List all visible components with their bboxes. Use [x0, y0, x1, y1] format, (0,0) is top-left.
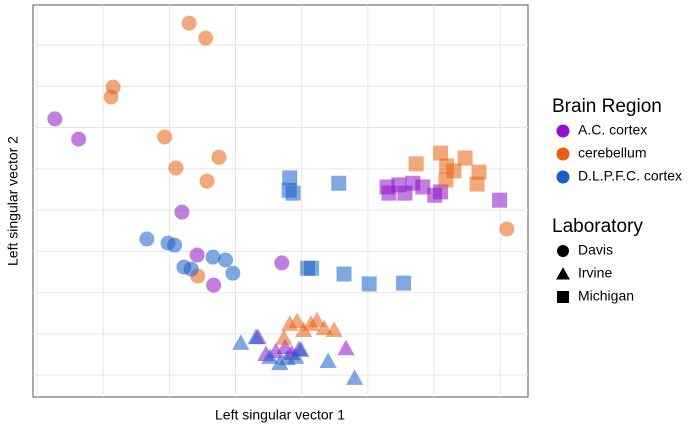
plot-panel [32, 4, 529, 398]
legend-swatch [557, 245, 569, 257]
point [275, 329, 293, 345]
point [168, 160, 184, 176]
point [261, 348, 279, 364]
legend-label: Davis [578, 242, 613, 258]
legend-swatch [556, 267, 570, 280]
grid [33, 5, 528, 397]
point [189, 247, 205, 263]
point [396, 275, 412, 291]
point [181, 15, 197, 31]
point [288, 312, 306, 328]
point [408, 156, 424, 172]
point [225, 265, 241, 281]
point [319, 352, 337, 369]
point [415, 179, 431, 195]
point [247, 328, 265, 345]
point [433, 145, 449, 161]
point [139, 231, 155, 247]
point [47, 111, 63, 127]
legend-swatch [557, 291, 569, 303]
point [471, 164, 487, 180]
point [199, 173, 215, 189]
legend-title: Laboratory [552, 216, 643, 237]
point [206, 277, 222, 293]
point [71, 131, 87, 147]
point [361, 276, 377, 292]
legend-swatch [556, 147, 570, 161]
point [271, 354, 289, 371]
point [218, 252, 234, 268]
legend-swatch [556, 170, 570, 184]
legend-label: D.L.P.F.C. cortex [578, 168, 682, 184]
point [157, 129, 173, 145]
legend-title: Brain Region [552, 96, 662, 117]
legend-label: cerebellum [578, 145, 646, 161]
point [285, 185, 301, 201]
point [336, 266, 352, 282]
point [345, 369, 364, 385]
legend-label: Michigan [578, 288, 634, 304]
legend-label: A.C. cortex [578, 122, 647, 138]
point [492, 192, 508, 208]
point [337, 339, 355, 356]
point [211, 149, 227, 165]
point [232, 334, 250, 350]
point [446, 163, 462, 179]
point [457, 150, 473, 166]
point [331, 175, 347, 191]
point [167, 237, 183, 253]
point [304, 260, 320, 276]
legend-label: Irvine [578, 265, 612, 281]
y-axis-title: Left singular vector 2 [5, 136, 21, 266]
point [282, 170, 298, 186]
point [292, 341, 310, 357]
legend: A.C. cortex cerebellum D.L.P.F.C. cortex Da… [556, 122, 682, 304]
point [174, 204, 190, 220]
point [103, 89, 119, 105]
point [198, 30, 214, 46]
point [469, 176, 485, 192]
point [433, 184, 449, 200]
point [325, 321, 343, 338]
point [315, 319, 333, 335]
point [499, 221, 515, 237]
point [183, 261, 199, 277]
point [205, 249, 221, 265]
legend-swatch [556, 124, 570, 138]
point [308, 311, 326, 328]
points [47, 15, 515, 385]
point [274, 255, 290, 271]
x-axis-title: Left singular vector 1 [215, 407, 345, 423]
